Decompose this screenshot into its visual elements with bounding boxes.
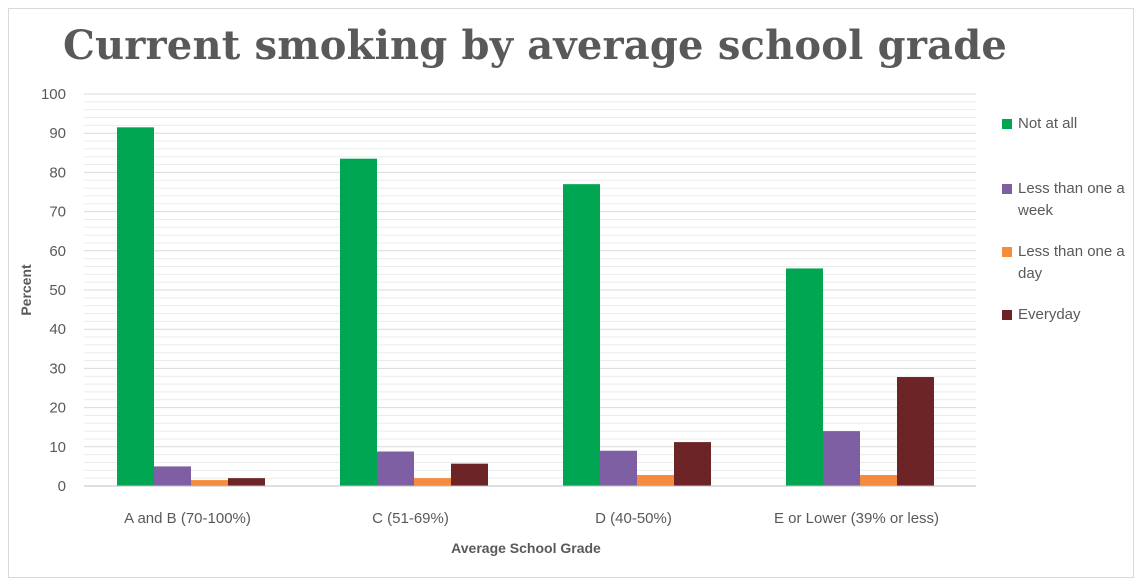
legend-swatch <box>1002 184 1012 194</box>
legend-swatch <box>1002 119 1012 129</box>
y-tick-label: 80 <box>49 164 66 181</box>
bar-not-at-all-2 <box>563 184 600 486</box>
bar-less-than-one-a-week-1 <box>377 451 414 486</box>
legend-label: Less than one a day <box>1018 243 1125 282</box>
bar-everyday-3 <box>897 377 934 486</box>
bars <box>117 127 934 486</box>
legend-label: Not at all <box>1018 115 1078 132</box>
y-tick-label: 60 <box>49 243 66 260</box>
bar-everyday-0 <box>228 478 265 486</box>
bar-everyday-2 <box>674 442 711 486</box>
bar-less-than-one-a-day-0 <box>191 480 228 486</box>
bar-less-than-one-a-day-1 <box>414 478 451 486</box>
bar-less-than-one-a-day-2 <box>637 475 674 486</box>
legend-label: Less than one a week <box>1018 180 1125 219</box>
y-tick-label: 10 <box>49 439 66 456</box>
y-tick-label: 50 <box>49 282 66 299</box>
bar-less-than-one-a-week-2 <box>600 450 637 486</box>
y-tick-label: 90 <box>49 125 66 142</box>
gridlines <box>84 93 976 479</box>
bar-not-at-all-3 <box>786 268 823 486</box>
y-tick-label: 70 <box>49 204 66 221</box>
y-axis-ticks: 0 10 20 30 40 50 60 70 80 90 100 <box>41 86 66 495</box>
x-tick-label: D (40-50%) <box>595 510 672 527</box>
y-tick-label: 20 <box>49 400 66 417</box>
y-tick-label: 100 <box>41 86 66 103</box>
chart-title: Current smoking by average school grade <box>62 22 1008 69</box>
bar-less-than-one-a-day-3 <box>860 475 897 486</box>
x-axis-ticks: A and B (70-100%) C (51-69%) D (40-50%) E o… <box>124 510 939 527</box>
y-axis-title: Percent <box>18 264 34 316</box>
bar-everyday-1 <box>451 463 488 486</box>
legend-swatch <box>1002 247 1012 257</box>
bar-less-than-one-a-week-3 <box>823 431 860 486</box>
legend-label: Everyday <box>1018 306 1081 323</box>
x-tick-label: E or Lower (39% or less) <box>774 510 939 527</box>
x-tick-label: C (51-69%) <box>372 510 449 527</box>
y-tick-label: 0 <box>58 478 66 495</box>
y-tick-label: 30 <box>49 360 66 377</box>
legend-swatch <box>1002 310 1012 320</box>
bar-less-than-one-a-week-0 <box>154 466 191 486</box>
bar-not-at-all-1 <box>340 158 377 486</box>
x-tick-label: A and B (70-100%) <box>124 510 251 527</box>
x-axis-title: Average School Grade <box>451 540 601 556</box>
bar-not-at-all-0 <box>117 127 154 486</box>
y-tick-label: 40 <box>49 321 66 338</box>
